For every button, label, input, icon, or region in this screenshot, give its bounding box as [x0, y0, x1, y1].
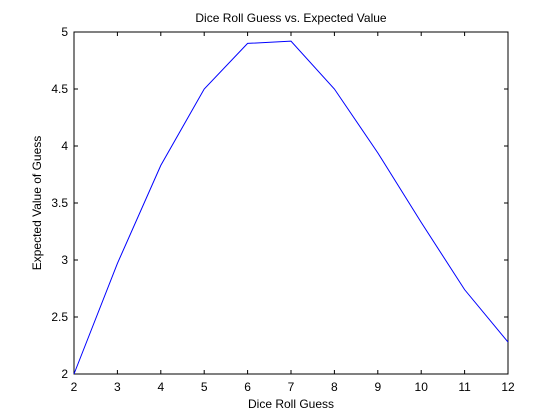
- x-tick-label: 2: [71, 380, 78, 394]
- x-tick-label: 6: [244, 380, 251, 394]
- x-tick-label: 4: [157, 380, 164, 394]
- x-tick-label: 8: [331, 380, 338, 394]
- x-tick-label: 10: [415, 380, 429, 394]
- x-tick-label: 3: [114, 380, 121, 394]
- y-tick-label: 2: [61, 367, 68, 381]
- x-tick-label: 7: [288, 380, 295, 394]
- y-tick-label: 4: [61, 139, 68, 153]
- y-tick-label: 4.5: [51, 82, 68, 96]
- y-axis-title: Expected Value of Guess: [30, 136, 44, 271]
- x-tick-label: 12: [501, 380, 515, 394]
- y-tick-label: 3: [61, 253, 68, 267]
- x-tick-label: 9: [374, 380, 381, 394]
- y-axis-ticks: 2 2.5 3 3.5 4 4.5 5: [51, 25, 508, 381]
- y-tick-label: 2.5: [51, 310, 68, 324]
- x-tick-label: 11: [458, 380, 471, 394]
- x-axis-title: Dice Roll Guess: [248, 397, 334, 411]
- series-layer: [73, 40, 509, 375]
- x-tick-label: 5: [201, 380, 208, 394]
- chart-title: Dice Roll Guess vs. Expected Value: [195, 11, 387, 25]
- plot-area: [73, 31, 509, 375]
- x-axis-ticks: 2 3 4 5 6 7 8 9 10 11 12: [71, 32, 515, 394]
- y-tick-label: 3.5: [51, 196, 68, 210]
- y-tick-label: 5: [61, 25, 68, 39]
- series-line: [73, 40, 509, 375]
